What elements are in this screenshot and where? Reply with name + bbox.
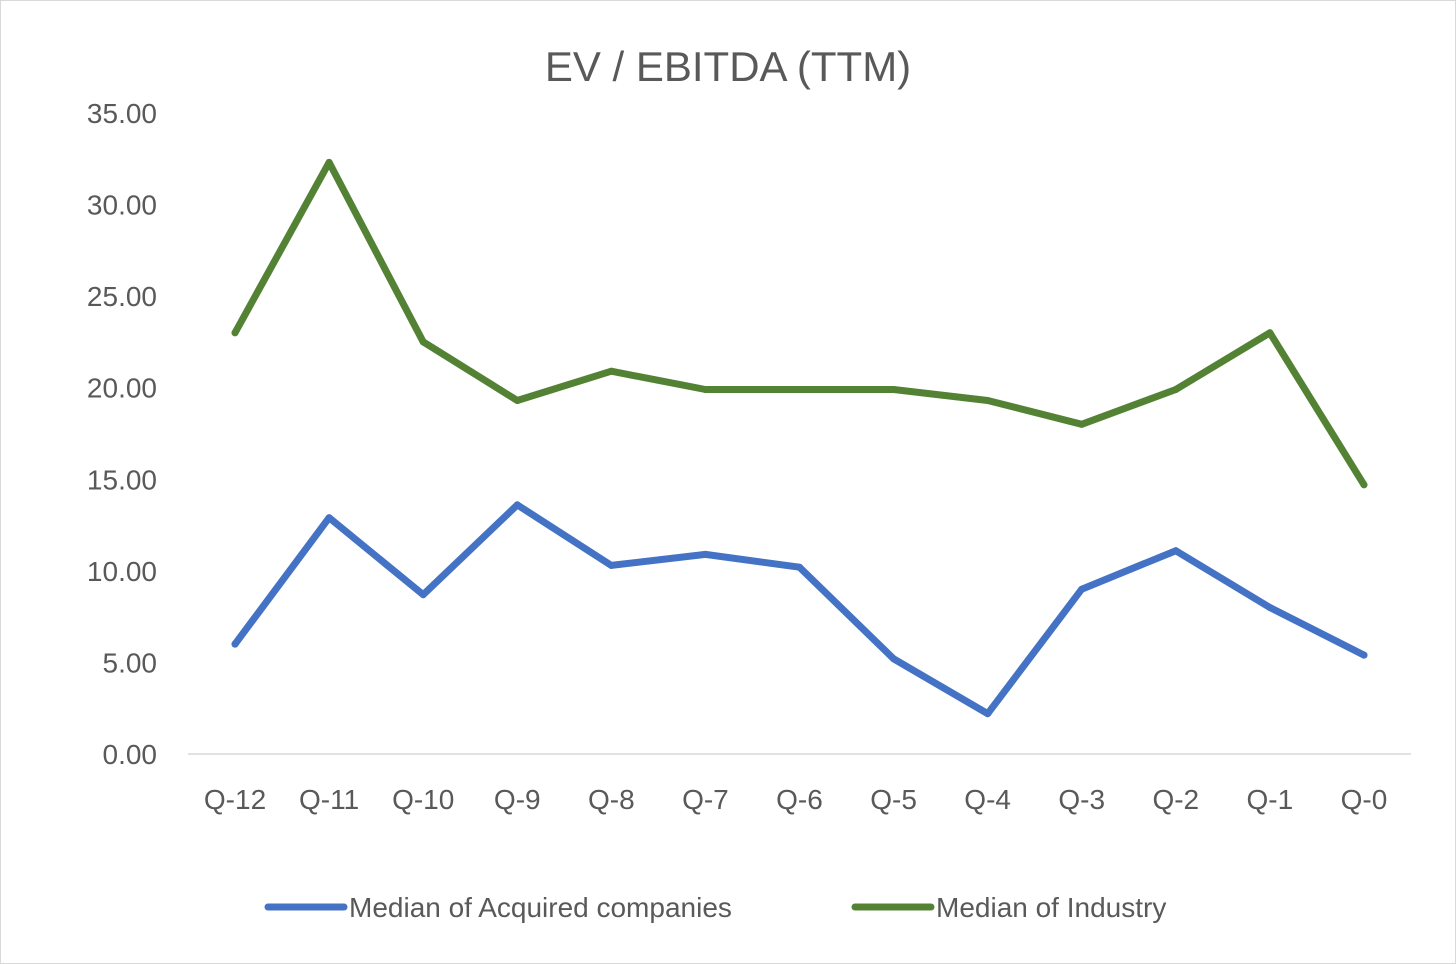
x-tick-label: Q-7 xyxy=(682,784,729,815)
data-point xyxy=(1360,651,1368,659)
x-tick-label: Q-6 xyxy=(776,784,823,815)
legend: Median of Acquired companies Median of In… xyxy=(264,892,1166,923)
data-point xyxy=(890,655,898,663)
data-point xyxy=(325,514,333,522)
y-tick-label: 25.00 xyxy=(87,281,157,312)
data-point xyxy=(513,501,521,509)
x-tick-label: Q-4 xyxy=(964,784,1011,815)
data-point xyxy=(984,397,992,404)
legend-label: Median of Acquired companies xyxy=(349,892,732,923)
x-tick-label: Q-1 xyxy=(1247,784,1294,815)
y-tick-label: 20.00 xyxy=(87,373,157,404)
data-point xyxy=(513,397,521,404)
x-tick-label: Q-9 xyxy=(494,784,541,815)
data-point xyxy=(607,561,615,569)
data-point xyxy=(231,329,239,337)
data-point xyxy=(231,640,239,648)
y-tick-label: 35.00 xyxy=(87,98,157,129)
data-point xyxy=(796,386,803,393)
x-tick-label: Q-11 xyxy=(299,784,359,815)
series-line-1 xyxy=(231,501,1368,718)
data-point xyxy=(419,338,427,346)
legend-item: Median of Acquired companies xyxy=(264,892,732,923)
y-tick-label: 15.00 xyxy=(87,464,157,495)
data-point xyxy=(1360,481,1368,489)
x-tick-label: Q-0 xyxy=(1341,784,1388,815)
chart-title: EV / EBITDA (TTM) xyxy=(545,43,911,90)
x-tick-label: Q-12 xyxy=(204,784,266,815)
data-point xyxy=(325,158,333,166)
x-tick-label: Q-5 xyxy=(870,784,917,815)
x-axis: Q-12 Q-11 Q-10 Q-9 Q-8 Q-7 Q-6 Q-5 Q-4 Q-3 Q-2 Q-1 Q… xyxy=(204,784,1387,815)
data-point xyxy=(1078,420,1086,428)
data-point xyxy=(1266,329,1274,337)
y-tick-label: 30.00 xyxy=(87,190,157,221)
data-point xyxy=(890,386,898,393)
x-tick-label: Q-10 xyxy=(392,784,454,815)
x-tick-label: Q-8 xyxy=(588,784,635,815)
y-tick-label: 5.00 xyxy=(103,647,158,678)
y-axis: 0.00 5.00 10.00 15.00 20.00 25.00 30.00 35.00 xyxy=(87,98,157,770)
data-point xyxy=(419,591,427,599)
x-tick-label: Q-3 xyxy=(1058,784,1105,815)
data-point xyxy=(701,386,709,393)
data-point xyxy=(1266,604,1274,611)
series-line-2 xyxy=(231,158,1368,489)
y-tick-label: 0.00 xyxy=(103,739,158,770)
data-point xyxy=(984,710,992,718)
data-point xyxy=(1172,386,1180,393)
x-tick-label: Q-2 xyxy=(1152,784,1199,815)
data-point xyxy=(1172,547,1180,555)
y-tick-label: 10.00 xyxy=(87,556,157,587)
data-point xyxy=(796,563,803,571)
data-point xyxy=(1078,585,1086,593)
data-point xyxy=(607,367,615,375)
legend-label: Median of Industry xyxy=(936,892,1166,923)
data-point xyxy=(701,550,709,558)
legend-item: Median of Industry xyxy=(851,892,1166,923)
series-lines xyxy=(231,158,1368,718)
